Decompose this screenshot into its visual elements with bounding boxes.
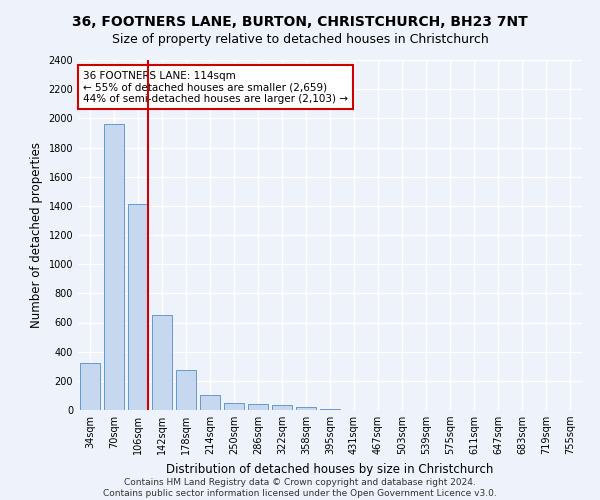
Text: Contains HM Land Registry data © Crown copyright and database right 2024.
Contai: Contains HM Land Registry data © Crown c… — [103, 478, 497, 498]
Bar — [296, 407, 316, 410]
Bar — [104, 124, 124, 410]
Bar — [272, 405, 292, 410]
Text: 36 FOOTNERS LANE: 114sqm
← 55% of detached houses are smaller (2,659)
44% of sem: 36 FOOTNERS LANE: 114sqm ← 55% of detach… — [83, 70, 348, 104]
Y-axis label: Number of detached properties: Number of detached properties — [30, 142, 43, 328]
X-axis label: Distribution of detached houses by size in Christchurch: Distribution of detached houses by size … — [166, 462, 494, 475]
Bar — [152, 315, 172, 410]
Bar — [224, 402, 244, 410]
Bar — [128, 204, 148, 410]
Bar — [80, 362, 100, 410]
Text: 36, FOOTNERS LANE, BURTON, CHRISTCHURCH, BH23 7NT: 36, FOOTNERS LANE, BURTON, CHRISTCHURCH,… — [72, 15, 528, 29]
Text: Size of property relative to detached houses in Christchurch: Size of property relative to detached ho… — [112, 32, 488, 46]
Bar — [248, 404, 268, 410]
Bar — [176, 370, 196, 410]
Bar — [200, 394, 220, 410]
